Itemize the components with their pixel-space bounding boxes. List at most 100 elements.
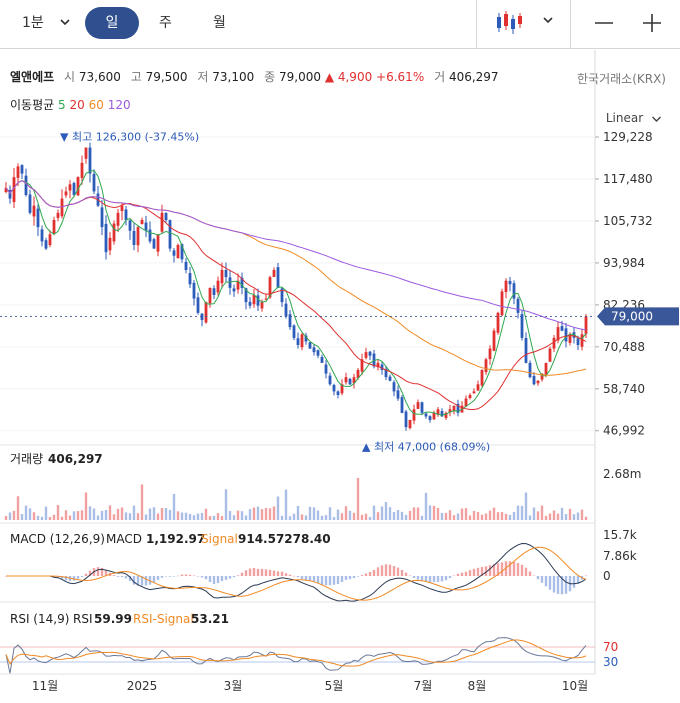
- volume-bar: [132, 505, 136, 520]
- candle-body: [308, 342, 312, 349]
- candle-body: [72, 183, 76, 195]
- macd-histogram-bar: [312, 576, 316, 582]
- candle-body: [404, 411, 408, 428]
- candle-body: [360, 359, 364, 372]
- toolbar: 1분 일 주 월: [0, 0, 680, 49]
- candle-body: [68, 184, 72, 191]
- candle-body: [532, 375, 536, 385]
- macd-histogram-bar: [540, 576, 544, 583]
- volume-bar: [284, 489, 288, 520]
- open-value: 73,600: [78, 70, 121, 84]
- macd-histogram-bar: [572, 576, 576, 588]
- candle-body: [192, 282, 196, 299]
- macd-line: [6, 542, 587, 602]
- tab-month-label: 월: [213, 15, 226, 31]
- macd-histogram-bar: [332, 576, 336, 585]
- macd-histogram-bar: [584, 575, 588, 577]
- candle-body: [456, 403, 460, 413]
- candle-body: [232, 288, 236, 292]
- volume-bar: [352, 512, 356, 520]
- candle-body: [268, 277, 272, 298]
- candle-body: [40, 229, 44, 242]
- volume-bar: [20, 514, 24, 520]
- macd-histogram-bar: [364, 573, 368, 576]
- volume-bar: [72, 511, 76, 520]
- candle-body: [500, 291, 504, 316]
- macd-histogram-bar: [132, 576, 136, 585]
- candle-body: [32, 205, 36, 217]
- volume-bar: [172, 493, 176, 520]
- volume-bar: [576, 512, 580, 520]
- volume-bar: [328, 507, 332, 520]
- chart-type-chevron-icon[interactable]: [542, 14, 554, 26]
- low-value: 73,100: [212, 70, 255, 84]
- chevron-down-icon[interactable]: [59, 16, 71, 28]
- minus-icon[interactable]: [594, 13, 614, 33]
- candle-body: [516, 298, 520, 313]
- volume-bar: [468, 515, 472, 520]
- macd-histogram-bar: [308, 576, 312, 581]
- tab-week[interactable]: 주: [159, 13, 172, 33]
- macd-histogram-bar: [436, 576, 440, 582]
- candle-body: [184, 261, 188, 270]
- tab-day[interactable]: 일: [85, 7, 139, 39]
- macd-histogram-bar: [544, 576, 548, 587]
- volume-bar: [412, 507, 416, 520]
- candle-body: [388, 376, 392, 381]
- macd-histogram-bar: [564, 576, 568, 594]
- macd-histogram-bar: [404, 572, 408, 576]
- volume-bar: [188, 514, 192, 520]
- ma5-label: 5: [58, 98, 66, 112]
- candle-body: [156, 234, 160, 252]
- volume-bar: [32, 512, 36, 520]
- candle-body: [332, 384, 336, 392]
- volume-bar: [136, 513, 140, 520]
- interval-minute-button[interactable]: 1분: [22, 13, 44, 33]
- candle-body: [148, 229, 152, 242]
- macd-histogram-bar: [20, 576, 24, 577]
- x-tick-label: 10월: [562, 679, 588, 693]
- volume-bar: [304, 515, 308, 520]
- plus-icon[interactable]: [642, 13, 662, 33]
- volume-bar: [360, 514, 364, 520]
- macd-histogram-bar: [560, 576, 564, 595]
- volume-bar: [96, 515, 100, 520]
- macd-histogram-bar: [304, 576, 308, 581]
- candle-body: [508, 280, 512, 285]
- volume-bar: [536, 511, 540, 520]
- macd-histogram-bar: [316, 576, 320, 584]
- candle-body: [16, 166, 20, 178]
- candle-body: [520, 314, 524, 338]
- ma120-line: [5, 180, 587, 331]
- macd-histogram-bar: [60, 576, 64, 579]
- volume-bar: [520, 505, 524, 520]
- macd-histogram-bar: [520, 564, 524, 576]
- macd-histogram-bar: [12, 576, 16, 577]
- candle-body: [188, 273, 192, 285]
- candle-body: [544, 362, 548, 375]
- volume-bar: [388, 507, 392, 520]
- macd-histogram-bar: [172, 576, 176, 577]
- volume-bar: [236, 510, 240, 520]
- candle-body: [124, 209, 128, 220]
- candle-body: [4, 187, 8, 193]
- volume-bar: [196, 513, 200, 520]
- macd-histogram-bar: [248, 568, 252, 576]
- candle-body: [216, 280, 220, 293]
- ma20-label: 20: [69, 98, 85, 112]
- candle-body: [412, 409, 416, 421]
- candlestick-icon[interactable]: [495, 10, 523, 36]
- volume-label: 거: [434, 70, 446, 84]
- macd-histogram-bar: [508, 561, 512, 576]
- macd-histogram-bar: [276, 571, 280, 576]
- volume-bar: [200, 512, 204, 520]
- volume-bar: [244, 515, 248, 520]
- macd-histogram-bar: [212, 576, 216, 584]
- tab-month[interactable]: 월: [213, 13, 226, 33]
- volume-bar: [336, 509, 340, 520]
- scale-mode-dropdown[interactable]: Linear: [606, 111, 662, 125]
- candle-body: [24, 175, 28, 195]
- candle-body: [88, 147, 92, 174]
- candle-body: [432, 412, 436, 420]
- macd-histogram-bar: [76, 576, 80, 579]
